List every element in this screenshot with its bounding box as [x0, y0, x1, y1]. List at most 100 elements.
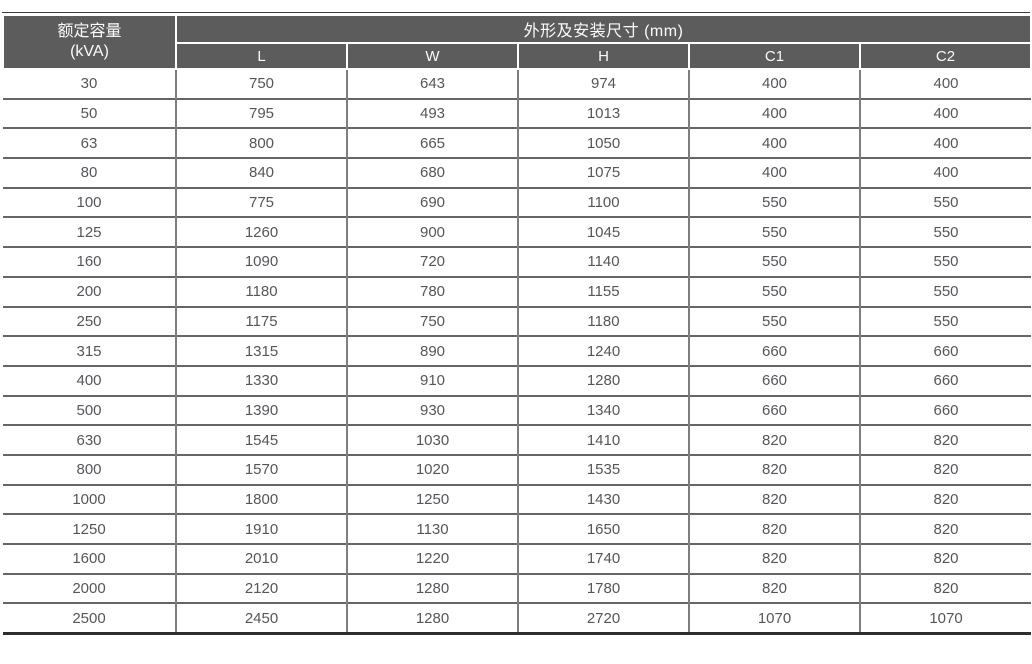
dimension-cell: 660: [688, 364, 860, 396]
dimension-cell: 1740: [517, 543, 689, 574]
dimension-cell: 660: [688, 394, 860, 426]
table-header: 额定容量 (kVA) 外形及安装尺寸 (mm) L W H C1 C2: [2, 14, 1032, 70]
dimension-cell: 1780: [517, 572, 689, 604]
capacity-cell: 200: [3, 275, 176, 307]
dimension-cell: 1545: [175, 424, 347, 455]
dimension-cell: 890: [346, 335, 518, 366]
table-row: 1600 2010 1220 1740 820 820: [3, 543, 1032, 574]
dimension-cell: 1800: [175, 483, 347, 515]
rated-capacity-header: 额定容量 (kVA): [2, 14, 177, 70]
dimension-cell: 800: [175, 127, 347, 159]
table-top-rule: [2, 12, 1030, 13]
capacity-cell: 250: [3, 305, 176, 337]
capacity-cell: 2000: [3, 572, 176, 604]
capacity-cell: 400: [3, 364, 176, 396]
dimension-cell: 660: [688, 335, 860, 366]
dimension-cell: 550: [688, 246, 860, 277]
dimension-cell: 780: [346, 275, 518, 307]
dimension-cell: 820: [688, 513, 860, 544]
dimension-cell: 974: [517, 68, 689, 99]
dimension-cell: 550: [858, 275, 1032, 307]
dimension-cell: 1070: [688, 602, 860, 634]
dimension-cell: 660: [858, 394, 1032, 426]
dimension-cell: 820: [688, 543, 860, 574]
dimension-cell: 1535: [517, 453, 689, 485]
dimension-cell: 820: [858, 543, 1032, 574]
header-row-top: 额定容量 (kVA) 外形及安装尺寸 (mm): [2, 14, 1032, 70]
capacity-cell: 63: [3, 127, 176, 159]
dimension-cell: 2010: [175, 543, 347, 574]
dimension-cell: 750: [175, 68, 347, 99]
dimension-cell: 1130: [346, 513, 518, 544]
dimension-cell: 1260: [175, 216, 347, 248]
capacity-cell: 50: [3, 97, 176, 129]
table-row: 2500 2450 1280 2720 1070 1070: [3, 602, 1032, 634]
dimension-cell: 550: [688, 305, 860, 337]
capacity-cell: 125: [3, 216, 176, 248]
dimensions-table: 额定容量 (kVA) 外形及安装尺寸 (mm) L W H C1 C2 30 75…: [2, 14, 1032, 636]
column-header-c1: C1: [688, 42, 861, 70]
table-row: 50 795 493 1013 400 400: [3, 97, 1032, 129]
dimension-cell: 1180: [517, 305, 689, 337]
capacity-cell: 100: [3, 186, 176, 218]
dimension-cell: 493: [346, 97, 518, 129]
dimension-cell: 1155: [517, 275, 689, 307]
capacity-cell: 1600: [3, 543, 176, 574]
table-row: 630 1545 1030 1410 820 820: [3, 424, 1032, 455]
capacity-cell: 1000: [3, 483, 176, 515]
dimension-cell: 400: [688, 68, 860, 99]
capacity-cell: 30: [3, 68, 176, 99]
dimension-cell: 795: [175, 97, 347, 129]
dimension-cell: 1013: [517, 97, 689, 129]
dimension-cell: 550: [858, 305, 1032, 337]
dimension-cell: 1240: [517, 335, 689, 366]
table-row: 125 1260 900 1045 550 550: [3, 216, 1032, 248]
dimension-cell: 930: [346, 394, 518, 426]
dimension-cell: 1430: [517, 483, 689, 515]
table-row: 100 775 690 1100 550 550: [3, 186, 1032, 218]
dimension-cell: 820: [858, 453, 1032, 485]
dimension-cell: 1570: [175, 453, 347, 485]
dimension-cell: 550: [858, 186, 1032, 218]
dimension-cell: 1315: [175, 335, 347, 366]
table-row: 30 750 643 974 400 400: [3, 68, 1032, 99]
dimension-cell: 400: [688, 127, 860, 159]
capacity-cell: 2500: [3, 602, 176, 634]
column-header-l: L: [175, 42, 348, 70]
dimension-cell: 400: [858, 157, 1032, 188]
dimension-cell: 1070: [858, 602, 1032, 634]
rated-capacity-unit: (kVA): [70, 43, 109, 60]
dimension-cell: 660: [858, 364, 1032, 396]
table-row: 80 840 680 1075 400 400: [3, 157, 1032, 188]
dimension-cell: 660: [858, 335, 1032, 366]
dimension-cell: 550: [688, 216, 860, 248]
dimension-table-container: 额定容量 (kVA) 外形及安装尺寸 (mm) L W H C1 C2 30 75…: [2, 12, 1032, 636]
dimension-cell: 2720: [517, 602, 689, 634]
dimension-cell: 910: [346, 364, 518, 396]
dimension-cell: 1280: [346, 572, 518, 604]
dimension-cell: 720: [346, 246, 518, 277]
dimension-cell: 1330: [175, 364, 347, 396]
dimension-cell: 1140: [517, 246, 689, 277]
dimension-cell: 820: [688, 424, 860, 455]
dimension-cell: 2450: [175, 602, 347, 634]
dimension-cell: 820: [858, 424, 1032, 455]
dimension-cell: 1090: [175, 246, 347, 277]
dimensions-group-header: 外形及安装尺寸 (mm): [174, 14, 1032, 44]
capacity-cell: 500: [3, 394, 176, 426]
capacity-cell: 160: [3, 246, 176, 277]
dimension-cell: 820: [688, 453, 860, 485]
column-header-c2: C2: [858, 42, 1032, 70]
column-header-h: H: [517, 42, 690, 70]
dimension-cell: 550: [858, 216, 1032, 248]
capacity-cell: 80: [3, 157, 176, 188]
capacity-cell: 630: [3, 424, 176, 455]
table-row: 400 1330 910 1280 660 660: [3, 364, 1032, 396]
dimension-cell: 900: [346, 216, 518, 248]
dimension-cell: 820: [858, 572, 1032, 604]
table-row: 200 1180 780 1155 550 550: [3, 275, 1032, 307]
dimension-cell: 550: [688, 186, 860, 218]
dimension-cell: 400: [858, 127, 1032, 159]
dimension-cell: 820: [688, 572, 860, 604]
